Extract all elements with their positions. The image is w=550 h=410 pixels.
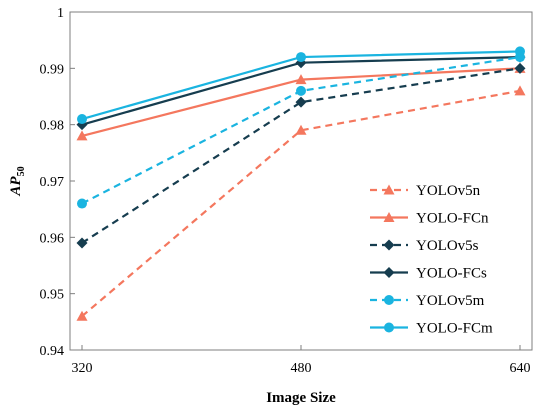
series-yolov5n [76, 85, 526, 321]
series-yolov5s [76, 62, 526, 249]
data-point [296, 85, 306, 96]
legend-marker [383, 212, 395, 222]
legend: YOLOv5n YOLO-FCn YOLOv5s YOLO-FCs YOLOv5m YOL… [370, 183, 493, 337]
y-tick-label: 0.97 [40, 175, 65, 190]
y-tick-label: 0.98 [40, 119, 65, 134]
data-point [76, 130, 88, 141]
legend-label: YOLOv5m [416, 293, 485, 309]
series-layer [76, 46, 526, 321]
data-point [514, 85, 526, 96]
legend-label: YOLO-FCn [416, 211, 489, 227]
legend-item: YOLOv5n [370, 183, 481, 199]
data-point [295, 74, 307, 85]
legend-label: YOLOv5s [416, 238, 479, 254]
x-axis-ticks: 320 480 640 [72, 345, 531, 376]
y-axis-title-main: AP [8, 176, 24, 197]
legend-marker [384, 295, 394, 305]
legend-label: YOLO-FCm [416, 321, 493, 337]
legend-label: YOLO-FCs [416, 266, 487, 282]
y-axis-ticks: 0.94 0.95 0.96 0.97 0.98 0.99 1 [40, 6, 75, 359]
series-yolo-fcm [77, 46, 525, 125]
x-tick-label: 320 [72, 361, 93, 376]
series-line [81, 89, 521, 318]
y-axis-title: AP50 [8, 166, 27, 196]
y-tick-label: 1 [57, 6, 64, 21]
data-point [77, 114, 87, 125]
legend-item: YOLOv5m [370, 293, 485, 309]
y-axis-title-sub: 50 [16, 166, 27, 176]
legend-marker [383, 184, 395, 195]
y-tick-label: 0.96 [40, 231, 65, 246]
data-point [77, 198, 87, 209]
x-tick-label: 640 [510, 361, 531, 376]
data-point [296, 52, 306, 63]
series-line [81, 67, 521, 244]
data-point [295, 96, 307, 108]
legend-label: YOLOv5n [416, 183, 481, 199]
data-point [515, 46, 525, 57]
y-tick-label: 0.99 [40, 62, 65, 77]
legend-marker [383, 267, 395, 278]
data-point [76, 237, 88, 249]
y-tick-label: 0.94 [40, 344, 65, 359]
data-point [514, 62, 526, 74]
legend-marker [383, 239, 395, 251]
legend-marker [384, 322, 394, 333]
legend-item: YOLO-FCm [370, 321, 493, 337]
legend-item: YOLO-FCs [370, 266, 487, 282]
data-point [76, 310, 88, 321]
data-point [295, 124, 307, 135]
x-axis-title: Image Size [266, 390, 336, 406]
legend-item: YOLOv5s [370, 238, 479, 254]
x-tick-label: 480 [291, 361, 312, 376]
legend-item: YOLO-FCn [370, 211, 489, 227]
y-tick-label: 0.95 [40, 288, 65, 303]
